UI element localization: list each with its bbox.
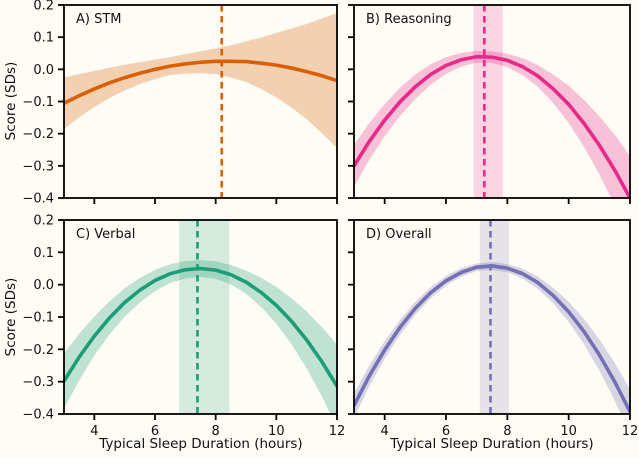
y-tick-label: 0.1: [33, 246, 54, 261]
y-tick-label: −0.2: [22, 343, 54, 358]
x-tick-label: 8: [503, 424, 511, 439]
optimum-ci-band: [479, 220, 509, 414]
x-axis-label-left: Typical Sleep Duration (hours): [99, 436, 303, 452]
confidence-band: [64, 13, 337, 149]
plot-overall-canvas: 4 6 8 10 12: [348, 219, 638, 439]
optimum-ci-band: [473, 5, 503, 198]
x-tick-label: 4: [90, 424, 98, 439]
confidence-band: [354, 51, 630, 198]
plot-stm-canvas: 0.2 0.1 0.0 −0.1 −0.2 −0.3 −0.4: [22, 0, 338, 207]
plot-reasoning-canvas: [348, 4, 631, 204]
panel-verbal: 0.2 0.1 0.0 −0.1 −0.2 −0.3 −0.4 4 6 8 10 12 C) Verb…: [22, 214, 345, 440]
y-tick-label: −0.1: [22, 95, 54, 110]
x-tick-label: 6: [442, 424, 450, 439]
regression-curve: [64, 59, 337, 105]
x-tick-label: 12: [329, 424, 346, 439]
x-tick-label: 8: [212, 424, 220, 439]
panel-overall: 4 6 8 10 12 D) Overall: [348, 219, 638, 439]
x-tick-label: 10: [268, 424, 285, 439]
y-tick-label: 0.1: [33, 31, 54, 46]
panel-title-stm: A) STM: [76, 12, 122, 27]
y-tick-label: 0.2: [33, 0, 54, 14]
panel-title-overall: D) Overall: [366, 227, 432, 242]
y-tick-label: −0.3: [22, 375, 54, 390]
y-tick-label: 0.0: [33, 63, 54, 78]
y-tick-label: −0.1: [22, 311, 54, 326]
y-axis-label-bottom: Score (SDs): [3, 277, 19, 357]
y-tick-label: −0.4: [22, 192, 54, 207]
x-tick-label: 4: [381, 424, 389, 439]
x-tick-label: 12: [622, 424, 639, 439]
optimum-ci-band: [179, 220, 230, 414]
y-tick-label: −0.3: [22, 159, 54, 174]
regression-curve: [354, 54, 630, 198]
y-tick-label: 0.0: [33, 278, 54, 293]
regression-curve: [354, 264, 630, 414]
panel-stm: 0.2 0.1 0.0 −0.1 −0.2 −0.3 −0.4 A) STM: [22, 0, 338, 207]
x-tick-label: 6: [151, 424, 159, 439]
regression-curve: [64, 266, 337, 388]
y-tick-label: −0.2: [22, 127, 54, 142]
panel-title-verbal: C) Verbal: [76, 227, 136, 242]
panel-title-reasoning: B) Reasoning: [366, 12, 452, 27]
plot-verbal-canvas: 0.2 0.1 0.0 −0.1 −0.2 −0.3 −0.4 4 6 8 10 12: [22, 214, 345, 440]
panel-reasoning: B) Reasoning: [348, 4, 631, 204]
x-axis-label-right: Typical Sleep Duration (hours): [390, 436, 594, 452]
y-tick-label: 0.2: [33, 214, 54, 229]
x-tick-label: 10: [560, 424, 577, 439]
y-axis-label-top: Score (SDs): [3, 61, 19, 141]
y-tick-label: −0.4: [22, 408, 54, 423]
